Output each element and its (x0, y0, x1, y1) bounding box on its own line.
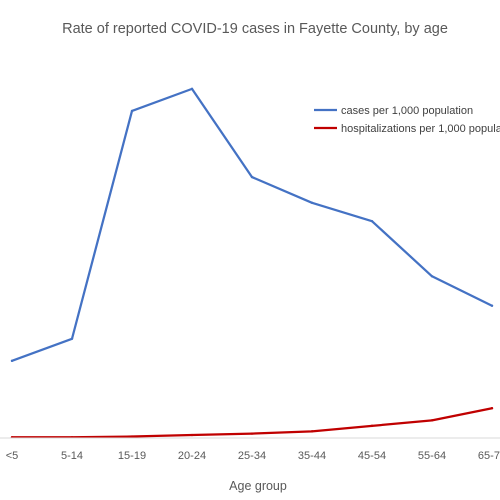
data-point (130, 435, 134, 438)
plot-area (10, 87, 494, 439)
data-point (190, 87, 194, 91)
x-axis-ticks: <5 5-14 15-19 20-24 25-34 35-44 45-54 55-64 65-7… (6, 450, 500, 462)
legend-label: hospitalizations per 1,000 population (341, 123, 500, 135)
data-point (190, 433, 194, 437)
legend: cases per 1,000 population hospitalizatio… (314, 105, 500, 135)
x-tick-label: 35-44 (298, 450, 326, 462)
x-tick-label: 65-74 (478, 450, 500, 462)
data-point (490, 407, 494, 410)
x-tick-label: 20-24 (178, 450, 206, 462)
x-tick-label: 25-34 (238, 450, 266, 462)
x-axis-title: Age group (229, 479, 287, 493)
data-point (310, 201, 314, 204)
chart-title: Rate of reported COVID-19 cases in Fayet… (62, 21, 448, 37)
data-point (250, 175, 254, 179)
data-point (130, 109, 134, 113)
x-tick-label: 45-54 (358, 450, 386, 462)
data-point (490, 304, 494, 307)
x-tick-label: 55-64 (418, 450, 446, 462)
x-tick-label: 15-19 (118, 450, 146, 462)
legend-label: cases per 1,000 population (341, 105, 473, 117)
data-point (370, 424, 374, 428)
data-point (370, 219, 374, 223)
data-point (250, 432, 254, 435)
data-point (430, 275, 434, 278)
data-point (10, 359, 14, 363)
data-point (430, 419, 434, 422)
data-point (310, 430, 314, 433)
x-tick-label: 5-14 (61, 450, 83, 462)
x-tick-label: <5 (6, 450, 19, 462)
data-point (70, 337, 74, 340)
